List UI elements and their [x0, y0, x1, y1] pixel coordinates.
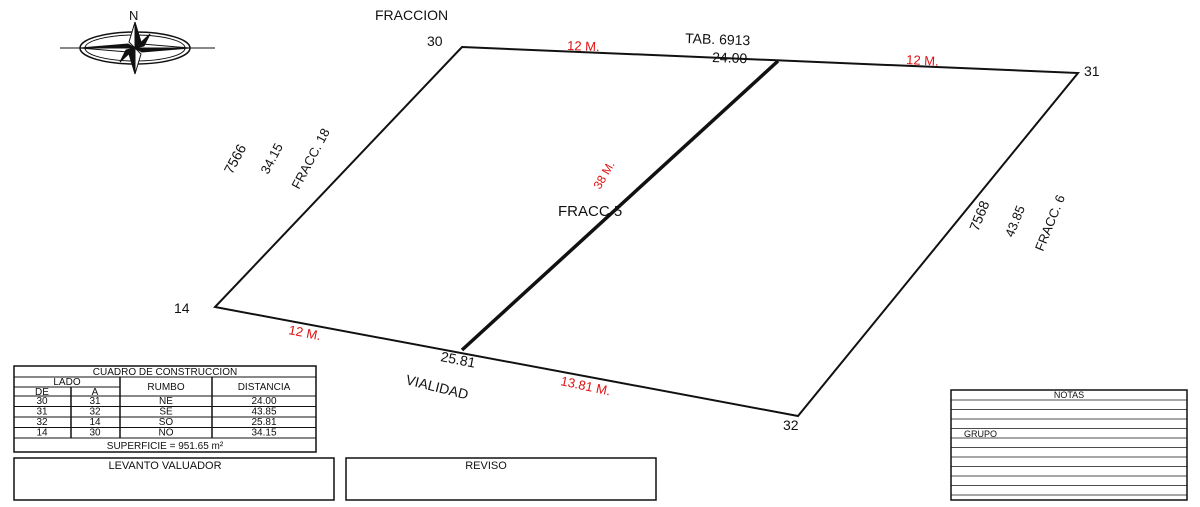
lot-outline [213, 45, 1081, 418]
table-cell: 14 [36, 428, 48, 439]
table-cell: 25.81 [251, 417, 276, 428]
construction-table [13, 365, 317, 453]
top-length: 24.00 [712, 49, 748, 66]
superficie: SUPERFICIE = 951.65 m² [107, 441, 224, 452]
table-cell: 32 [89, 407, 101, 418]
table-cell: 14 [89, 417, 101, 428]
division-line [460, 59, 780, 352]
left-id: 7566 [221, 141, 250, 176]
top-left-segment: 12 M. [567, 38, 600, 54]
table-cell: SO [159, 417, 174, 428]
notes-box [950, 389, 1188, 501]
plan-title: FRACCION [375, 7, 448, 23]
division-length: 38 M. [590, 159, 617, 192]
bottom-left-segment: 12 M. [287, 322, 322, 343]
header-distancia: DISTANCIA [238, 382, 291, 393]
table-cell: 31 [89, 396, 101, 407]
reviso-box [345, 457, 657, 501]
vertex-31: 31 [1084, 63, 1100, 79]
compass-rose-icon [60, 21, 215, 75]
header-rumbo: RUMBO [147, 382, 184, 393]
right-neighbor: FRACC. 6 [1032, 193, 1068, 254]
vertex-32: 32 [783, 417, 799, 433]
header-lado: LADO [53, 377, 80, 388]
table-cell: 43.85 [251, 407, 276, 418]
vertex-30: 30 [427, 33, 443, 49]
top-tab-label: TAB. 6913 [685, 30, 751, 48]
table-cell: 30 [89, 428, 101, 439]
header-de: DE [35, 387, 49, 398]
levanto-label: LEVANTO VALUADOR [108, 460, 221, 472]
bottom-length: 25.81 [439, 348, 477, 370]
notes-grupo: GRUPO [964, 429, 997, 439]
lot-label: FRACC 5 [558, 203, 622, 220]
notes-title: NOTAS [1054, 390, 1084, 400]
table-cell: 30 [36, 396, 48, 407]
table-cell: NE [159, 396, 173, 407]
reviso-label: REVISO [465, 460, 507, 472]
right-length: 43.85 [1002, 203, 1028, 239]
header-a: A [92, 387, 99, 398]
table-cell: 31 [36, 407, 48, 418]
left-neighbor: FRACC. 18 [288, 126, 332, 192]
table-cell: SE [159, 407, 173, 418]
table-cell: NO [159, 428, 174, 439]
left-length: 34.15 [257, 141, 286, 177]
street-label: VIALIDAD [404, 371, 470, 402]
levanto-box [13, 457, 335, 501]
table-cell: 32 [36, 417, 48, 428]
table-cell: 24.00 [251, 396, 276, 407]
table-title: CUADRO DE CONSTRUCCION [93, 367, 237, 378]
vertex-14: 14 [174, 300, 190, 316]
table-cell: 34.15 [251, 428, 276, 439]
right-id: 7568 [966, 198, 993, 233]
north-label: N [129, 8, 138, 23]
top-right-segment: 12 M. [906, 52, 939, 69]
